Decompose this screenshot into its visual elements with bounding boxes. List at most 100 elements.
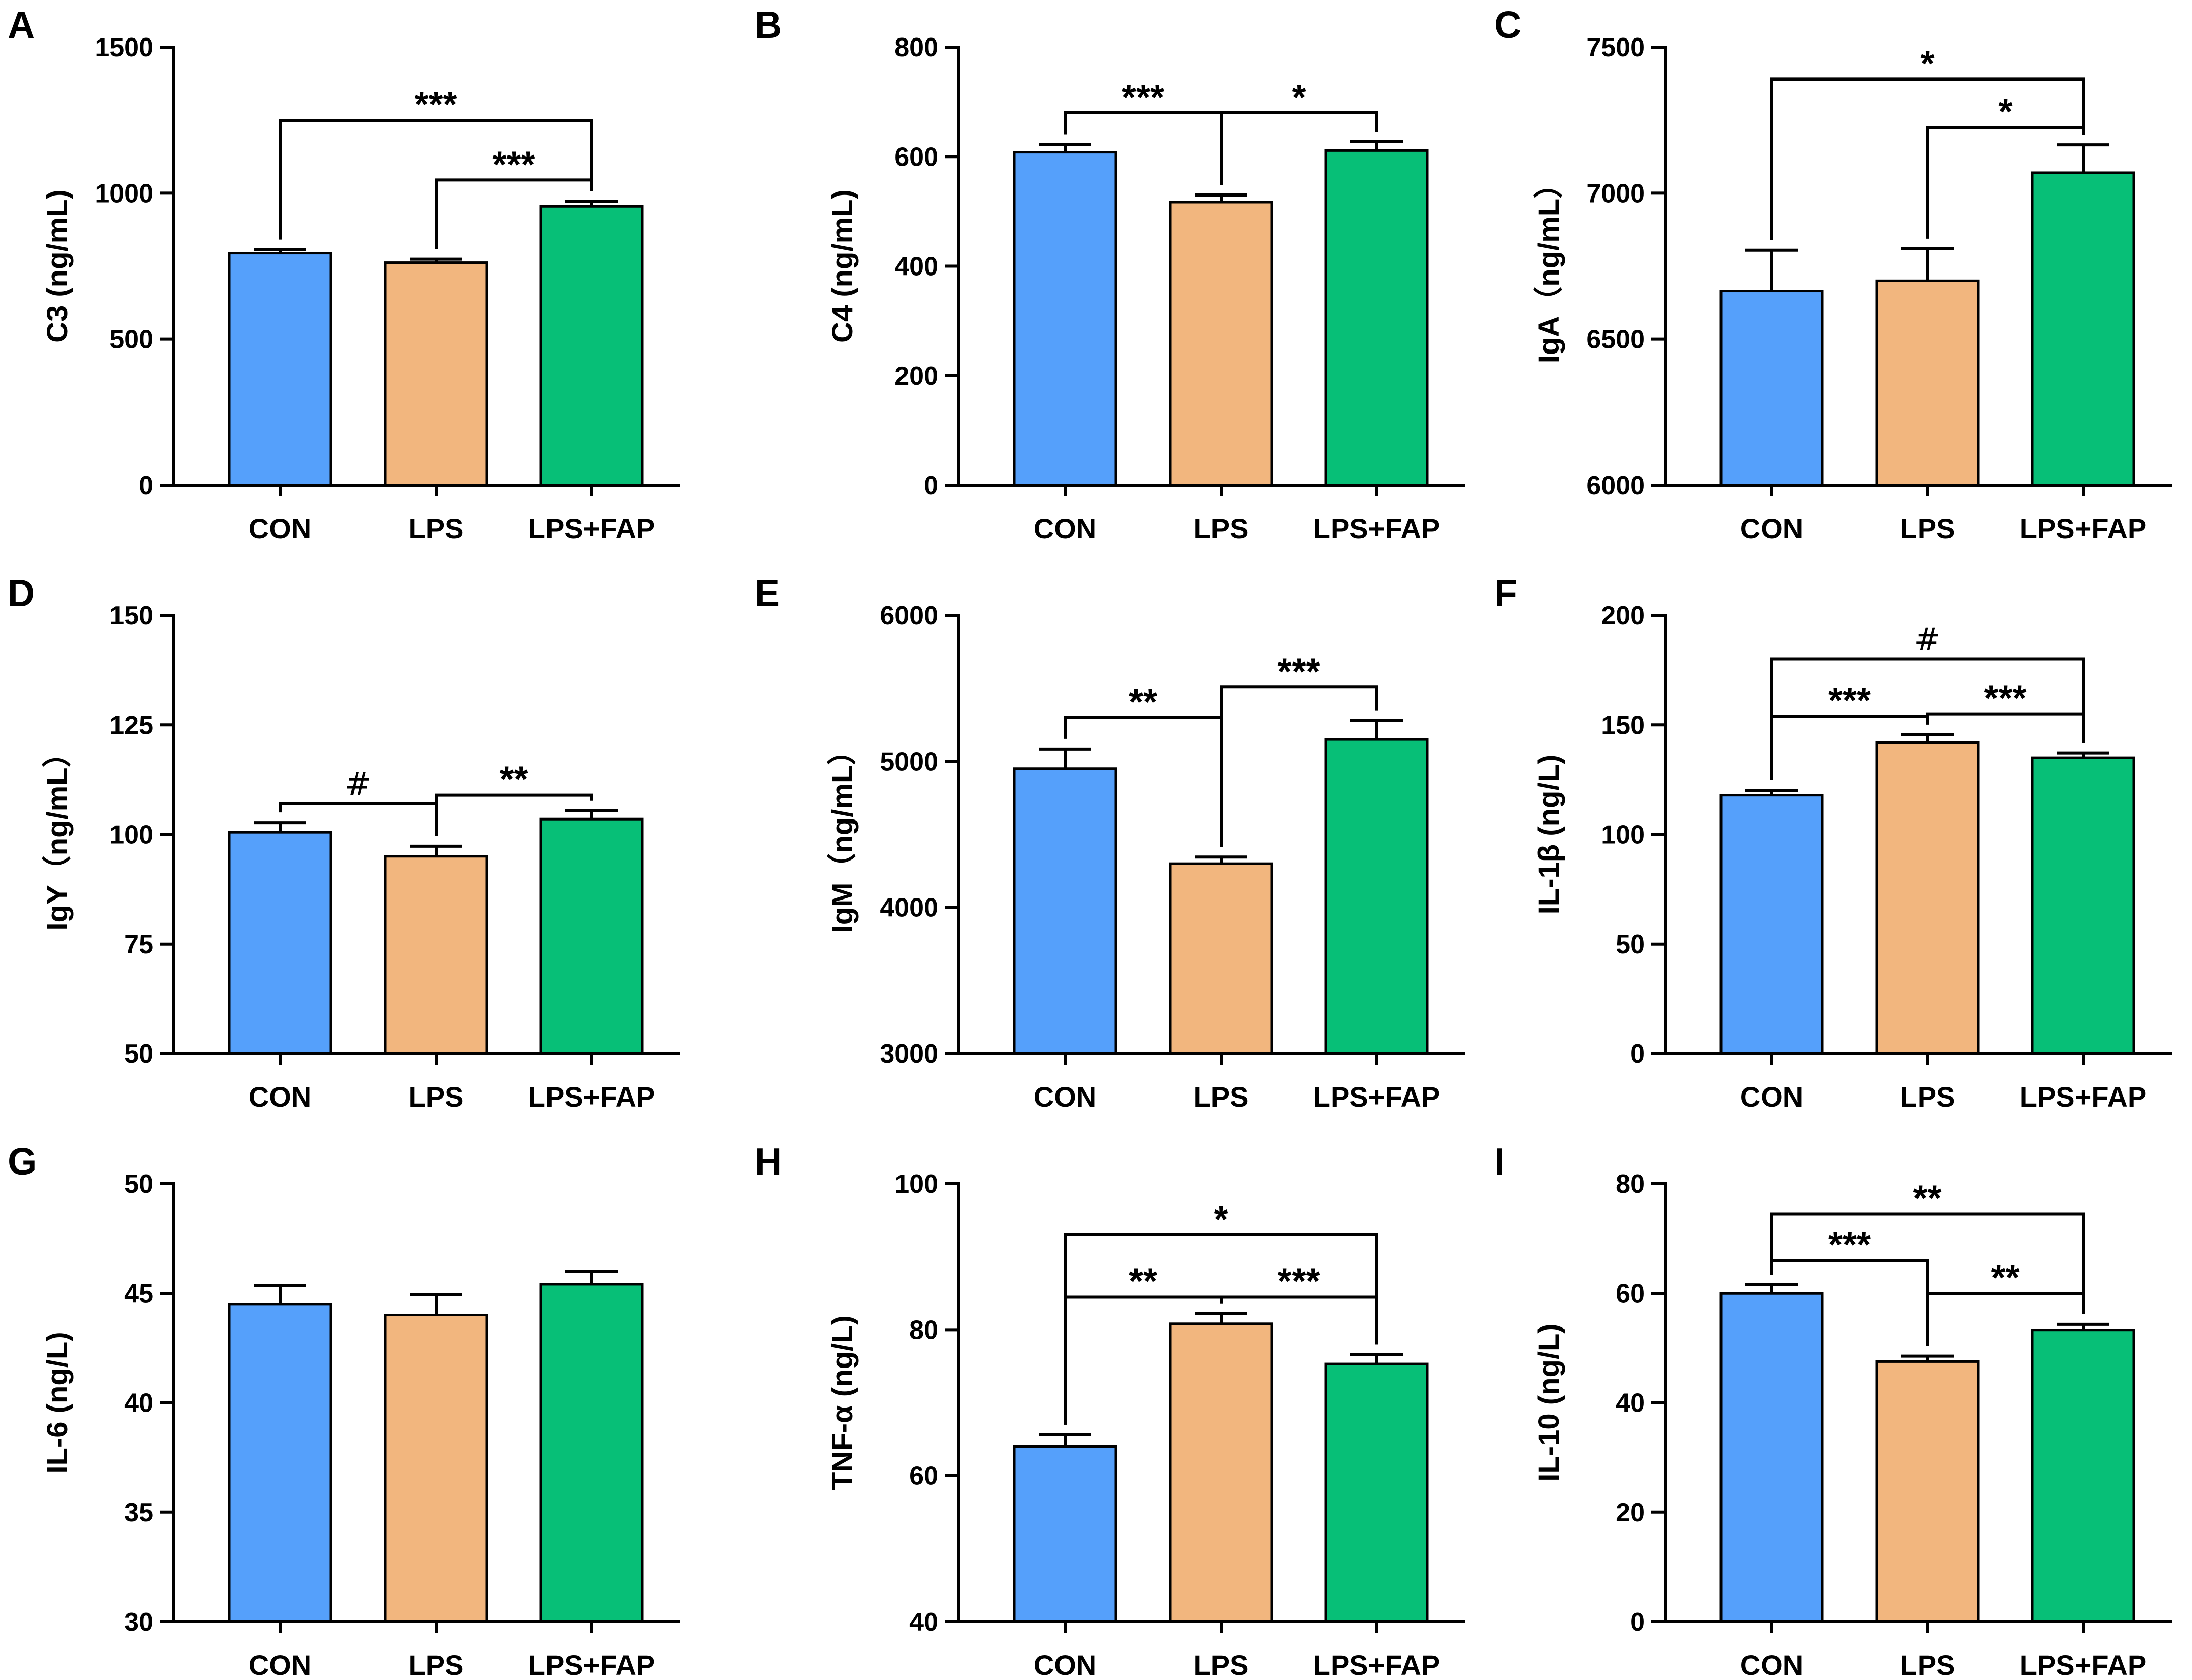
y-tick-label: 150 — [1601, 711, 1645, 740]
significance-label: *** — [1277, 651, 1320, 692]
bar-con — [1719, 290, 1824, 487]
bar-lps — [1875, 741, 1980, 1055]
significance-label: *** — [1828, 1225, 1871, 1265]
significance-label: *** — [1277, 1261, 1320, 1302]
panel-label: G — [8, 1140, 37, 1183]
significance-bracket — [435, 793, 593, 836]
bar-lps — [1875, 279, 1980, 487]
chart-panel-a: A C3 (ng/mL) CON LPS LPS+FAP 0 500 1000 1500 *** *… — [8, 4, 680, 544]
bar-con — [1013, 1445, 1117, 1623]
bar-lps — [384, 261, 488, 487]
bar-lps — [1169, 201, 1273, 487]
x-tick-label: CON — [1740, 1081, 1803, 1113]
x-tick-label: LPS+FAP — [2020, 1081, 2147, 1113]
y-tick-label: 5000 — [880, 747, 938, 776]
y-tick-label: 40 — [909, 1608, 938, 1637]
y-axis-title: IL-1β (ng/L) — [1533, 755, 1565, 915]
significance-label: ** — [1129, 1261, 1157, 1302]
panel-label: I — [1494, 1140, 1505, 1183]
x-tick-label: LPS+FAP — [528, 1081, 655, 1113]
chart-panel-c: C IgA（ng/mL） CON LPS LPS+FAP 6000 6500 7000 7500… — [1494, 4, 2172, 544]
x-tick-label: CON — [1034, 1081, 1097, 1113]
significance-bracket — [1770, 77, 2085, 240]
y-axis-title: IL-10 (ng/L) — [1533, 1323, 1565, 1482]
y-tick-label: 60 — [909, 1462, 938, 1491]
y-axis-title: TNF-α (ng/L) — [826, 1315, 859, 1490]
bar-lps-fap — [2031, 171, 2135, 487]
y-tick-label: 20 — [1616, 1498, 1645, 1528]
significance-bracket — [1926, 712, 2085, 743]
y-tick-label: 100 — [894, 1169, 938, 1199]
y-axis-title: IgA（ng/mL） — [1533, 169, 1565, 363]
y-tick-label: 100 — [1601, 821, 1645, 850]
y-tick-label: 6500 — [1586, 325, 1645, 355]
y-tick-label: 6000 — [880, 601, 938, 631]
y-axis-title: IL-6 (ng/L) — [41, 1332, 74, 1473]
x-tick-label: CON — [1740, 513, 1803, 544]
significance-label: ** — [1129, 682, 1157, 723]
y-tick-label: 50 — [1616, 930, 1645, 959]
significance-label: * — [1998, 92, 2012, 133]
bar-lps-fap — [2031, 1329, 2135, 1623]
significance-bracket — [1926, 1292, 2085, 1346]
significance-label: *** — [1828, 681, 1871, 721]
significance-bracket — [1770, 1212, 2085, 1314]
significance-label: * — [1214, 1199, 1228, 1240]
y-tick-label: 0 — [1630, 1608, 1645, 1637]
x-tick-label: LPS — [1900, 513, 1955, 544]
bar-con — [228, 831, 332, 1055]
significance-label: *** — [1122, 77, 1164, 118]
x-tick-label: CON — [249, 1649, 311, 1680]
y-tick-label: 100 — [109, 821, 153, 850]
y-axis-title: C3 (ng/mL) — [41, 189, 74, 343]
y-tick-label: 1000 — [95, 179, 153, 208]
significance-label: ** — [499, 760, 528, 800]
x-tick-label: CON — [1034, 513, 1097, 544]
y-tick-label: 75 — [124, 930, 153, 959]
bar-lps — [384, 855, 488, 1055]
x-tick-label: LPS+FAP — [2020, 513, 2147, 544]
y-tick-label: 125 — [109, 711, 153, 740]
x-tick-label: CON — [1034, 1649, 1097, 1680]
bar-lps-fap — [539, 205, 644, 487]
significance-bracket — [1220, 1295, 1378, 1345]
bar-lps — [1169, 862, 1273, 1055]
y-tick-label: 7000 — [1586, 179, 1645, 208]
x-tick-label: LPS+FAP — [1313, 1649, 1440, 1680]
bar-con — [1013, 767, 1117, 1055]
panel-label: E — [755, 572, 780, 614]
y-tick-label: 200 — [1601, 601, 1645, 631]
y-tick-label: 200 — [894, 362, 938, 391]
y-tick-label: 7500 — [1586, 33, 1645, 62]
x-tick-label: CON — [1740, 1649, 1803, 1680]
y-tick-label: 45 — [124, 1279, 153, 1308]
bar-con — [1013, 151, 1117, 487]
significance-label: # — [1914, 621, 1941, 658]
chart-panel-g: G IL-6 (ng/L) CON LPS LPS+FAP 30 35 40 45 50 — [8, 1140, 680, 1680]
y-tick-label: 40 — [1616, 1389, 1645, 1418]
x-tick-label: LPS+FAP — [1313, 513, 1440, 544]
x-tick-label: LPS — [1900, 1649, 1955, 1680]
y-tick-label: 3000 — [880, 1039, 938, 1069]
bar-lps — [1169, 1322, 1273, 1623]
significance-label: ** — [1991, 1258, 2019, 1298]
y-tick-label: 800 — [894, 33, 938, 62]
bar-lps-fap — [1324, 738, 1429, 1055]
significance-bracket — [279, 119, 593, 240]
y-tick-label: 35 — [124, 1498, 153, 1528]
y-tick-label: 0 — [1630, 1039, 1645, 1069]
y-tick-label: 0 — [924, 471, 938, 500]
significance-label: *** — [492, 144, 535, 185]
x-tick-label: LPS — [409, 513, 464, 544]
bar-lps-fap — [1324, 149, 1429, 487]
y-axis-title: IgM（ng/mL） — [826, 736, 859, 933]
bar-lps-fap — [1324, 1362, 1429, 1623]
significance-label: *** — [414, 85, 457, 125]
y-tick-label: 150 — [109, 601, 153, 631]
x-tick-label: LPS+FAP — [528, 1649, 655, 1680]
y-tick-label: 50 — [124, 1169, 153, 1199]
significance-bracket — [1220, 685, 1378, 847]
